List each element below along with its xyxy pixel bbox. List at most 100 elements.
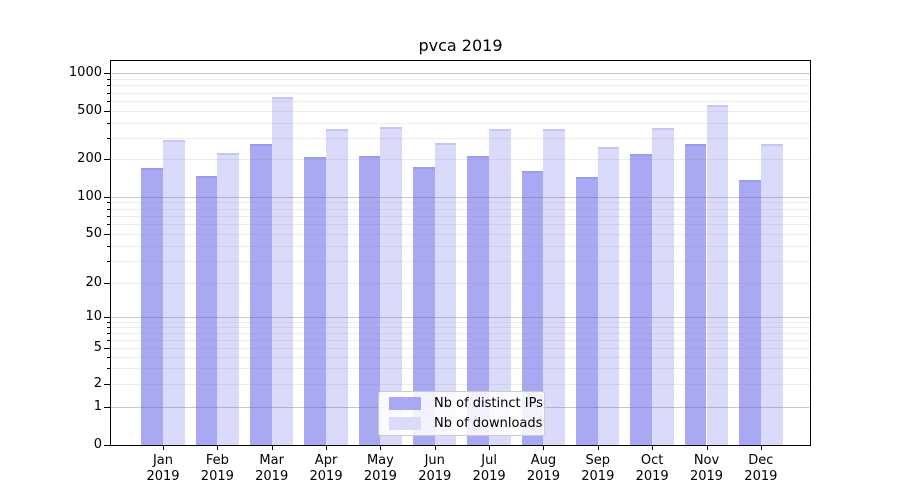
- y-minortick-400: [107, 122, 110, 124]
- y-minortick-7: [107, 332, 110, 334]
- bar-downloads-nov-2019: [706, 105, 729, 445]
- gridline-minor-700: [111, 92, 810, 94]
- bar-distinct-ips-sep-2019: [576, 177, 598, 445]
- gridline-major-10: [111, 317, 810, 318]
- legend-entry-downloads: Nb of downloads: [379, 416, 544, 432]
- y-minortick-90: [107, 202, 110, 204]
- gridline-minor-3: [111, 368, 810, 370]
- legend-label-distinct-ips: Nb of distinct IPs: [434, 396, 543, 411]
- x-tick-jan-2019: [163, 446, 164, 450]
- y-tick-label-2: 2: [93, 376, 102, 392]
- y-minortick-900: [107, 78, 110, 80]
- gridline-minor-200: [111, 159, 810, 161]
- y-minortick-8: [107, 326, 110, 328]
- y-tick-0: [104, 444, 110, 446]
- x-tick-label-mar-2019: Mar 2019: [255, 453, 289, 484]
- y-tick-20: [104, 282, 110, 284]
- gridline-minor-40: [111, 245, 810, 247]
- x-tick-label-jul-2019: Jul 2019: [472, 453, 506, 484]
- bar-distinct-ips-jan-2019: [141, 168, 163, 445]
- y-minortick-60: [107, 224, 110, 226]
- y-minortick-800: [107, 85, 110, 87]
- x-tick-label-sep-2019: Sep 2019: [581, 453, 615, 484]
- gridline-minor-50: [111, 234, 810, 235]
- y-minortick-70: [107, 215, 110, 217]
- x-tick-oct-2019: [652, 446, 654, 450]
- legend-entry-distinct-ips: Nb of distinct IPs: [379, 396, 544, 412]
- bar-downloads-jan-2019: [163, 139, 185, 445]
- gridline-minor-70: [111, 215, 810, 217]
- y-minortick-30: [107, 261, 110, 263]
- y-tick-label-50: 50: [85, 226, 102, 241]
- bar-downloads-dec-2019: [760, 143, 783, 445]
- legend: Nb of distinct IPs Nb of downloads: [378, 391, 545, 436]
- gridline-minor-9: [111, 321, 810, 323]
- gridline-major-1000: [111, 73, 810, 75]
- x-tick-dec-2019: [760, 446, 762, 450]
- bar-distinct-ips-oct-2019: [630, 153, 653, 445]
- x-tick-aug-2019: [543, 446, 545, 450]
- bar-distinct-ips-nov-2019: [684, 143, 707, 445]
- y-tick-label-10: 10: [85, 309, 102, 324]
- x-tick-label-feb-2019: Feb 2019: [200, 453, 234, 484]
- x-tick-label-apr-2019: Apr 2019: [309, 453, 343, 484]
- y-tick-500: [104, 110, 110, 112]
- x-tick-label-aug-2019: Aug 2019: [526, 453, 560, 484]
- bar-downloads-jun-2019: [434, 143, 457, 445]
- bar-distinct-ips-jun-2019: [413, 167, 435, 445]
- gridline-minor-80: [111, 208, 810, 210]
- bar-downloads-jul-2019: [489, 128, 511, 445]
- gridline-minor-2: [111, 384, 810, 386]
- y-tick-label-200: 200: [77, 151, 102, 167]
- gridline-minor-600: [111, 100, 810, 102]
- y-minortick-6: [107, 339, 110, 341]
- chart-title: pvca 2019: [418, 36, 503, 55]
- y-minortick-9: [107, 321, 110, 323]
- bar-downloads-feb-2019: [217, 152, 240, 445]
- x-tick-label-nov-2019: Nov 2019: [689, 453, 724, 484]
- x-tick-feb-2019: [217, 446, 219, 450]
- bar-downloads-oct-2019: [652, 128, 674, 445]
- x-tick-label-oct-2019: Oct 2019: [635, 453, 669, 484]
- y-tick-label-500: 500: [77, 102, 102, 118]
- bar-downloads-sep-2019: [597, 147, 620, 445]
- legend-swatch-downloads: [389, 417, 421, 430]
- bar-distinct-ips-dec-2019: [739, 180, 761, 445]
- y-minortick-700: [107, 92, 110, 94]
- bar-distinct-ips-jul-2019: [467, 155, 490, 445]
- y-minortick-300: [107, 137, 110, 139]
- bar-downloads-may-2019: [380, 127, 403, 445]
- x-tick-label-may-2019: May 2019: [363, 453, 397, 484]
- x-tick-label-jun-2019: Jun 2019: [418, 453, 452, 484]
- x-tick-jun-2019: [434, 446, 436, 450]
- y-tick-label-1: 1: [93, 399, 102, 415]
- gridline-minor-400: [111, 122, 810, 124]
- gridline-minor-7: [111, 332, 810, 334]
- bar-downloads-apr-2019: [326, 128, 348, 445]
- y-tick-1000: [104, 73, 110, 75]
- y-tick-label-0: 0: [93, 436, 102, 452]
- gridline-minor-300: [111, 137, 810, 139]
- y-tick-200: [104, 159, 110, 161]
- plot-area: Nb of distinct IPs Nb of downloads: [110, 60, 811, 446]
- x-tick-jul-2019: [489, 446, 491, 450]
- bar-distinct-ips-aug-2019: [521, 171, 544, 445]
- y-minortick-40: [107, 245, 110, 247]
- gridline-minor-90: [111, 202, 810, 204]
- y-tick-label-5: 5: [93, 339, 102, 355]
- bar-distinct-ips-may-2019: [358, 155, 381, 445]
- y-tick-label-20: 20: [85, 274, 102, 290]
- gridline-minor-60: [111, 224, 810, 226]
- legend-label-downloads: Nb of downloads: [434, 416, 543, 431]
- y-minortick-3: [107, 368, 110, 370]
- gridline-minor-8: [111, 326, 810, 328]
- gridline-minor-20: [111, 282, 810, 284]
- x-tick-label-dec-2019: Dec 2019: [744, 453, 778, 484]
- gridline-minor-500: [111, 110, 810, 112]
- x-tick-mar-2019: [271, 446, 273, 450]
- y-tick-100: [104, 196, 110, 198]
- gridline-minor-30: [111, 261, 810, 263]
- y-tick-10: [104, 317, 110, 318]
- x-tick-label-jan-2019: Jan 2019: [146, 453, 180, 484]
